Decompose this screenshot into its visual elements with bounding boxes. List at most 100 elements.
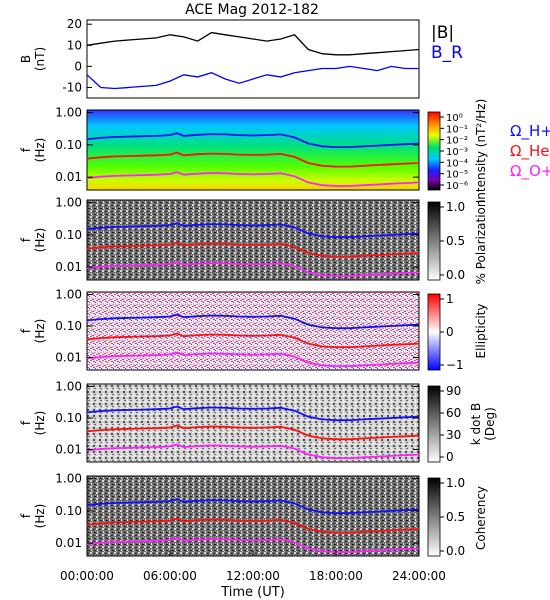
panel-frame: [86, 383, 420, 463]
y-tick-label: 0.10: [55, 138, 82, 152]
panel-frame: [86, 19, 420, 99]
colorbar-polarization: [427, 201, 441, 281]
colorbar-tick-label: 0.0: [446, 268, 465, 282]
legend-b-total: |B|: [431, 23, 454, 43]
legend-b-r: B_R: [431, 43, 463, 63]
legend-omega-h: Ω_H+: [510, 122, 550, 141]
y-tick-label: 0.10: [55, 504, 82, 518]
panel-k-dot-b: 90 60 30 0 k dot B (Deg): [86, 383, 497, 464]
gyro-line-h-plus: [86, 498, 420, 514]
colorbar-ticks: 90 60 30 0: [440, 384, 461, 464]
y-tick-label: 10: [67, 38, 82, 52]
frequency-axes: f (Hz)1.000.100.01f (Hz)1.000.100.01f (Hz)1…: [19, 106, 419, 550]
gyro-line-h-plus: [86, 405, 420, 422]
spectrogram-ellipticity: [87, 292, 419, 370]
spectrogram-k-dot-b: [87, 384, 419, 462]
colorbar-tick-label: 0.5: [446, 510, 465, 524]
panel-polarization: 1.0 0.5 0.0 % Polarization: [86, 199, 488, 285]
chart-title: ACE Mag 2012-182: [185, 2, 319, 18]
colorbar-tick-label: 30: [446, 428, 461, 442]
gyrofrequency-lines: [86, 132, 420, 553]
y-tick-label: 0.10: [55, 228, 82, 242]
y-tick-label: 1.00: [55, 196, 82, 210]
y-tick-label: 1.00: [55, 379, 82, 393]
spectrogram-polarization: [87, 200, 419, 280]
colorbar-tick-label: 0: [446, 450, 454, 464]
colorbar-tick-label: 1: [446, 292, 454, 306]
y-axis-label: f: [19, 513, 33, 518]
x-tick-label: 24:00:00: [392, 569, 446, 583]
y-tick-label: 1.00: [55, 287, 82, 301]
x-tick-label: 06:00:00: [143, 569, 197, 583]
x-tick-label: 18:00:00: [309, 569, 363, 583]
panel-frame: [86, 291, 420, 371]
colorbar-unit: (Deg): [483, 407, 497, 441]
colorbar-label: Coherency: [474, 486, 488, 550]
y-axis-label: B: [19, 55, 33, 63]
spectrogram-intensity: [87, 110, 419, 190]
time-axis: 00:00:00 06:00:00 12:00:00 18:00:00 24:00:00: [60, 550, 446, 583]
gyro-line-h-plus: [86, 313, 420, 330]
colorbar-tick-label: 0.5: [446, 234, 465, 248]
gyro-line-he-plus: [86, 151, 420, 168]
colorbar-tick-label: 0: [446, 325, 454, 339]
colorbar-label: % Polarization: [474, 200, 488, 285]
y-axis-label: f: [19, 420, 33, 425]
y-tick-label: 0: [74, 59, 82, 73]
colorbar-ticks: 1 0 −1: [440, 292, 464, 372]
colorbar-tick-label: 10⁻³: [446, 147, 468, 158]
y-tick-label: 0.01: [55, 170, 82, 184]
gyro-line-o-plus: [86, 537, 420, 553]
gyro-line-o-plus: [86, 443, 420, 460]
y-tick-label: 0.10: [55, 319, 82, 333]
y-tick-label: 0.01: [55, 536, 82, 550]
legend-omega-o: Ω_O+: [510, 162, 550, 181]
colorbar-label: Intensity (nT²/Hz): [474, 99, 488, 204]
y-tick-label: 1.00: [55, 472, 82, 486]
colorbar-tick-label: 1.0: [446, 200, 465, 214]
gyro-line-o-plus: [86, 351, 420, 368]
y-axis-unit: (Hz): [33, 504, 47, 529]
x-tick-label: 12:00:00: [226, 569, 280, 583]
y-tick-label: 0.01: [55, 350, 82, 364]
y-tick-label: 0.10: [55, 411, 82, 425]
colorbar-tick-label: 90: [446, 384, 461, 398]
colorbar-tick-label: 10⁻⁶: [446, 181, 468, 192]
gyro-line-h-plus: [86, 132, 420, 149]
y-axis-unit: (Hz): [33, 319, 47, 344]
colorbar-tick-label: −1: [446, 358, 464, 372]
gyro-line-he-plus: [86, 241, 420, 258]
y-axis-unit: (Hz): [33, 411, 47, 436]
y-tick-label: 20: [67, 17, 82, 31]
colorbar-tick-label: 10⁻⁵: [446, 170, 468, 181]
colorbar-intensity: [427, 111, 441, 191]
colorbar-tick-label: 10⁻⁴: [446, 158, 468, 169]
y-axis-label: f: [19, 328, 33, 333]
colorbar-ticks: 1.0 0.5 0.0: [440, 476, 465, 558]
y-axis-unit: (Hz): [33, 228, 47, 253]
colorbar-tick-label: 60: [446, 406, 461, 420]
panel-ellipticity: 1 0 −1 Ellipticity: [86, 291, 488, 372]
gyro-line-he-plus: [86, 332, 420, 349]
colorbar-k-dot-b: [427, 385, 441, 463]
colorbar-tick-label: 10⁰: [446, 113, 463, 124]
y-axis-ticks: 20 10 0 -10: [62, 17, 92, 94]
y-axis-unit: (Hz): [33, 138, 47, 163]
colorbar-ellipticity: [427, 293, 441, 371]
x-axis-label: Time (UT): [220, 585, 285, 600]
panel-coherency: 1.0 0.5 0.0 Coherency: [86, 475, 488, 558]
panel-frame: [86, 109, 420, 191]
y-axis-unit: (nT): [33, 47, 47, 71]
colorbar-coherency: [427, 477, 441, 557]
y-tick-label: 1.00: [55, 106, 82, 120]
colorbar-ticks: 1.0 0.5 0.0: [440, 200, 465, 282]
colorbar-label: k dot B: [469, 403, 483, 445]
colorbar-tick-label: 1.0: [446, 476, 465, 490]
colorbar-tick-label: 0.0: [446, 544, 465, 558]
x-tick-label: 00:00:00: [60, 569, 114, 583]
series-line-b-total: [86, 31, 420, 56]
gyro-line-he-plus: [86, 517, 420, 534]
